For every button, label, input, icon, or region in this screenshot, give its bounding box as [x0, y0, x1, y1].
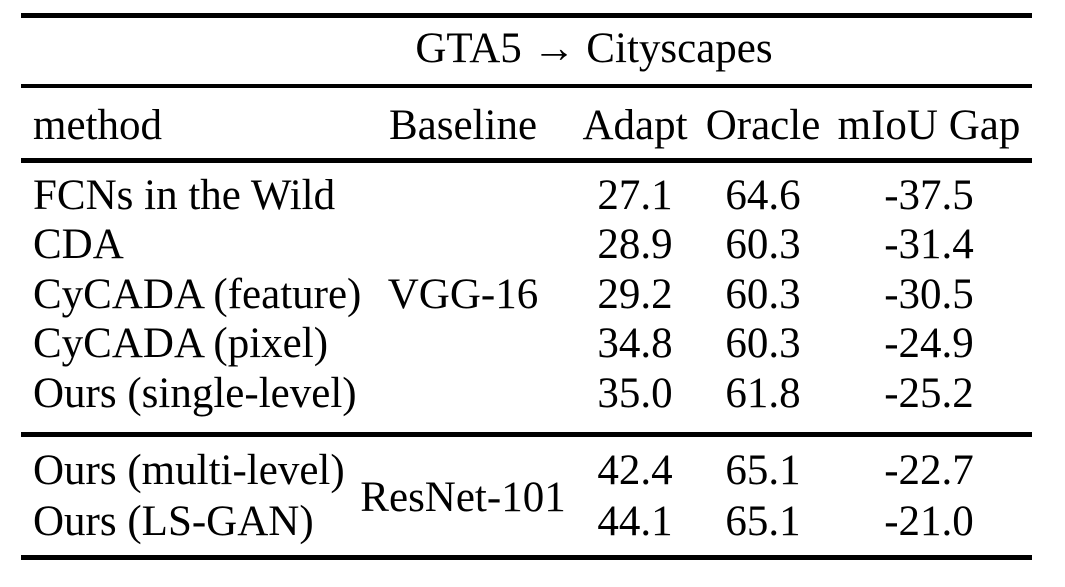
adapt-cell: 29.2: [597, 270, 673, 318]
adapt-cell: 44.1: [597, 497, 673, 545]
method-cell: CyCADA (feature): [33, 270, 362, 318]
adapt-cell: 28.9: [597, 221, 673, 268]
column-header-adapt: Adapt: [582, 102, 688, 149]
oracle-cell: 60.3: [725, 221, 801, 268]
gap-cell: -30.5: [884, 270, 974, 318]
method-cell: Ours (LS-GAN): [33, 497, 314, 545]
adapt-cell: 42.4: [597, 446, 673, 494]
table-row: Ours (LS-GAN) 44.1 65.1 -21.0: [0, 497, 1065, 547]
method-cell: Ours (multi-level): [33, 446, 345, 494]
table-row: CyCADA (pixel) 34.8 60.3 -24.9: [0, 319, 1065, 369]
rule-below-header: [21, 158, 1032, 163]
table-row: Ours (multi-level) 42.4 65.1 -22.7: [0, 446, 1065, 496]
table-row: CDA 28.9 60.3 -31.4: [0, 220, 1065, 270]
rule-top: [21, 13, 1032, 18]
oracle-cell: 60.3: [725, 320, 801, 367]
baseline-cell: VGG-16: [387, 270, 539, 318]
oracle-cell: 65.1: [725, 497, 801, 545]
header-row: method Baseline Adapt Oracle mIoU Gap: [0, 101, 1065, 151]
table-row: FCNs in the Wild 27.1 64.6 -37.5: [0, 171, 1065, 221]
gap-cell: -24.9: [884, 320, 974, 367]
column-header-method: method: [33, 102, 162, 149]
rule-bottom: [21, 555, 1032, 560]
oracle-cell: 60.3: [725, 270, 801, 318]
oracle-cell: 65.1: [725, 446, 801, 494]
baseline-multirow: ResNet-101: [0, 473, 1065, 523]
gap-cell: -37.5: [884, 171, 974, 219]
method-cell: CyCADA (pixel): [33, 320, 329, 367]
column-header-baseline: Baseline: [388, 102, 538, 149]
gap-cell: -25.2: [884, 369, 974, 417]
oracle-cell: 64.6: [725, 171, 801, 219]
adapt-cell: 34.8: [597, 320, 673, 367]
table-row: Ours (single-level) 35.0 61.8 -25.2: [0, 369, 1065, 419]
rule-below-title: [21, 84, 1032, 88]
gap-cell: -21.0: [884, 497, 974, 545]
column-header-gap: mIoU Gap: [837, 102, 1021, 149]
adapt-cell: 35.0: [597, 369, 673, 417]
rule-group-divider: [21, 432, 1032, 437]
gap-cell: -31.4: [884, 221, 974, 268]
adapt-cell: 27.1: [597, 171, 673, 219]
table-title: GTA5 → Cityscapes: [415, 25, 773, 72]
method-cell: CDA: [33, 221, 124, 268]
method-cell: Ours (single-level): [33, 369, 357, 417]
baseline-cell: ResNet-101: [360, 474, 566, 521]
table-row: CyCADA (feature) VGG-16 29.2 60.3 -30.5: [0, 270, 1065, 320]
oracle-cell: 61.8: [725, 369, 801, 417]
title-row: GTA5 → Cityscapes: [0, 24, 1065, 74]
column-header-oracle: Oracle: [705, 102, 821, 149]
method-cell: FCNs in the Wild: [33, 171, 336, 219]
gap-cell: -22.7: [884, 446, 974, 494]
